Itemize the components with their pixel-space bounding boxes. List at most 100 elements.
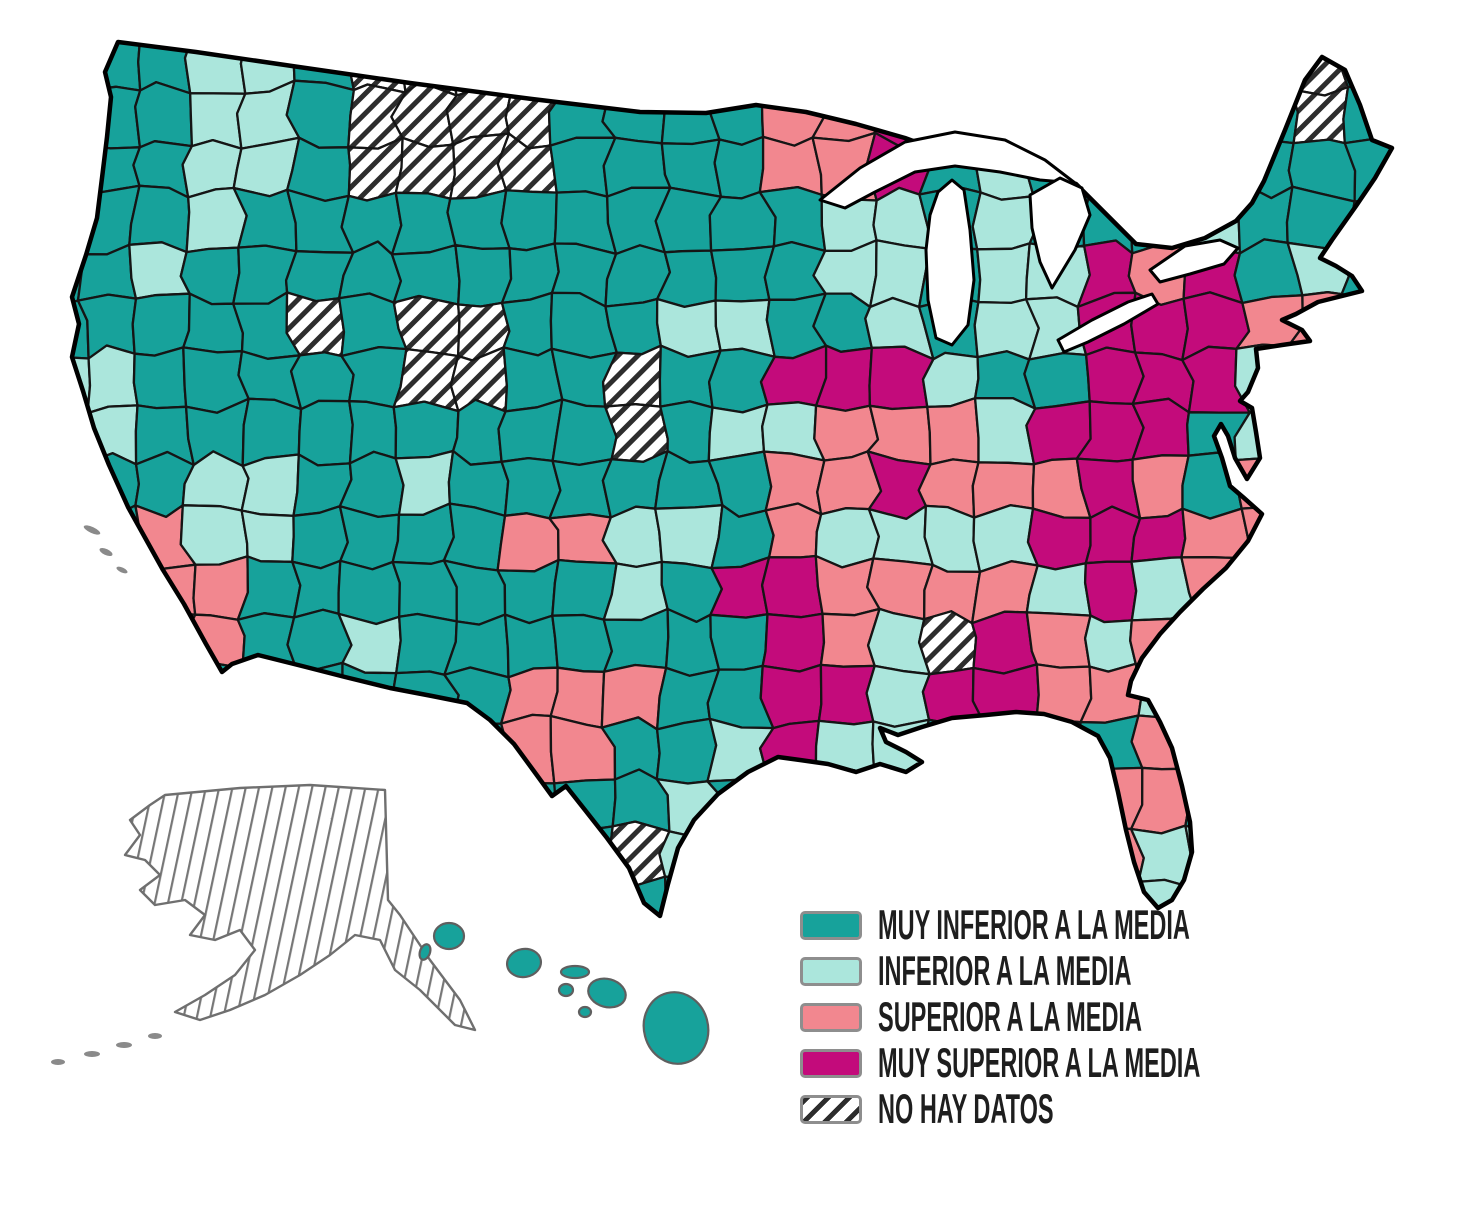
map-region-muy_inferior — [398, 768, 457, 830]
map-region-muy_inferior — [1233, 556, 1304, 625]
map-region-muy_superior — [759, 663, 823, 730]
map-region-muy_inferior — [1295, 828, 1355, 891]
map-region-muy_inferior — [1291, 769, 1355, 834]
map-region-muy_inferior — [1288, 502, 1354, 572]
map-region-muy_inferior — [1287, 663, 1355, 724]
map-region-muy_inferior — [760, 42, 829, 91]
map-region-inferior — [72, 461, 88, 519]
map-region-muy_inferior — [442, 502, 507, 572]
map-region-muy_inferior — [1129, 79, 1189, 147]
map-region-muy_inferior — [1023, 831, 1087, 890]
map-region-inferior — [973, 396, 1037, 466]
map-region-muy_inferior — [917, 779, 988, 834]
map-region-muy_inferior — [1233, 823, 1303, 890]
legend-swatch-muy_superior — [800, 1048, 862, 1078]
island-molokai — [559, 964, 591, 980]
map-region-muy_inferior — [1339, 713, 1392, 779]
legend-item-muy_superior: MUY SUPERIOR A LA MEDIA — [800, 1040, 1454, 1086]
map-region-muy_inferior — [1347, 829, 1392, 891]
map-region-muy_inferior — [390, 244, 461, 306]
map-region-muy_inferior — [1345, 504, 1392, 572]
map-region-inferior — [654, 504, 724, 570]
map-region-muy_inferior — [1127, 42, 1189, 88]
map-region-superior — [1238, 502, 1304, 565]
map-region-muy_inferior — [1023, 351, 1091, 410]
map-region-muy_inferior — [288, 714, 355, 780]
map-region-muy_inferior — [72, 714, 88, 779]
map-region-muy_inferior — [297, 399, 354, 467]
map-region-inferior — [72, 403, 89, 466]
map-region-muy_inferior — [500, 456, 562, 520]
map-region-muy_inferior — [72, 872, 86, 916]
map-region-muy_inferior — [291, 559, 342, 619]
map-region-muy_inferior — [72, 819, 86, 886]
island-niihau — [418, 943, 432, 961]
map-region-muy_inferior — [868, 773, 933, 834]
map-region-muy_inferior — [1288, 459, 1354, 511]
map-region-inferior — [923, 504, 982, 574]
map-region-superior — [764, 502, 823, 559]
aleutian-islet — [148, 1033, 162, 1039]
map-region-muy_inferior — [706, 778, 775, 834]
map-region-muy_inferior — [179, 662, 244, 724]
map-region-muy_inferior — [548, 458, 613, 520]
channel-islet — [116, 566, 128, 574]
map-region-superior — [499, 713, 556, 785]
map-region-muy_inferior — [349, 715, 407, 781]
map-region-muy_inferior — [72, 556, 84, 626]
map-region-no_data — [445, 42, 513, 97]
map-region-muy_inferior — [1184, 42, 1249, 96]
map-region-inferior — [1184, 823, 1243, 890]
map-region-muy_inferior — [709, 245, 776, 303]
map-region-muy_inferior — [498, 42, 563, 97]
map-region-muy_inferior — [1181, 79, 1251, 147]
map-region-muy_inferior — [72, 661, 88, 731]
map-region-muy_inferior — [814, 821, 878, 889]
map-region-muy_inferior — [392, 400, 460, 460]
map-region-muy_inferior — [917, 829, 978, 889]
aleutian-islet — [51, 1059, 65, 1065]
aleutian-islet — [84, 1051, 100, 1057]
map-region-muy_inferior — [72, 607, 83, 675]
map-region-muy_inferior — [713, 135, 765, 200]
map-region-muy_inferior — [1128, 134, 1197, 203]
map-region-muy_inferior — [970, 716, 1038, 782]
island-kauai — [432, 921, 466, 951]
us-mainland-outline — [69, 39, 1395, 919]
map-region-muy_inferior — [656, 249, 718, 309]
map-region-muy_inferior — [1184, 714, 1249, 777]
legend-swatch-inferior — [800, 956, 862, 986]
map-region-muy_inferior — [448, 766, 508, 834]
map-region-muy_inferior — [500, 189, 558, 252]
map-region-muy_inferior — [1082, 142, 1144, 203]
map-region-inferior — [976, 242, 1031, 305]
map-region-muy_inferior — [873, 821, 934, 889]
lake-erie — [1056, 292, 1160, 354]
map-region-muy_inferior — [1185, 134, 1250, 197]
map-region-inferior — [1134, 662, 1197, 723]
map-region-muy_inferior — [1340, 292, 1392, 359]
map-region-muy_inferior — [1340, 557, 1392, 622]
map-region-muy_inferior — [970, 42, 1037, 95]
map-region-muy_inferior — [1082, 84, 1144, 150]
map-region-inferior — [714, 298, 776, 358]
map-region-muy_inferior — [551, 613, 614, 673]
map-region-muy_inferior — [761, 822, 824, 887]
map-region-muy_inferior — [709, 85, 765, 146]
map-region-inferior — [128, 241, 191, 300]
map-region-superior — [758, 135, 823, 196]
hawaii-islands — [418, 921, 710, 1065]
map-region-muy_inferior — [608, 42, 662, 95]
map-region-muy_inferior — [921, 716, 983, 783]
legend-swatch-superior — [800, 1002, 862, 1032]
map-region-muy_inferior — [1341, 346, 1392, 414]
island-kahoolawe — [577, 1005, 593, 1019]
legend-label: INFERIOR A LA MEDIA — [878, 947, 1132, 994]
map-region-superior — [496, 512, 560, 573]
map-region-inferior — [971, 191, 1040, 251]
map-region-muy_inferior — [814, 767, 878, 834]
map-region-muy_inferior — [399, 821, 457, 884]
map-region-muy_inferior — [446, 189, 511, 251]
map-region-no_data — [917, 610, 978, 676]
